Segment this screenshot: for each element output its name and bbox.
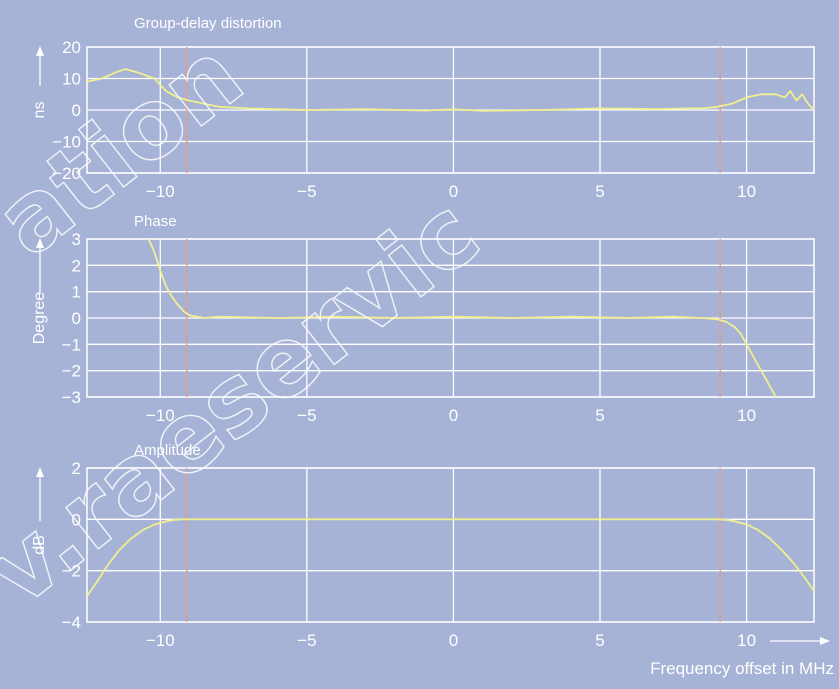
- x-tick-label: 5: [595, 406, 604, 425]
- x-tick-label: −5: [297, 631, 316, 650]
- y-tick-label: −4: [62, 613, 81, 632]
- x-tick-label: −5: [297, 182, 316, 201]
- x-tick-label: 0: [449, 182, 458, 201]
- y-tick-label: 20: [62, 38, 81, 57]
- y-axis-label: Degree: [31, 292, 48, 345]
- y-tick-label: −1: [62, 335, 81, 354]
- y-tick-label: 2: [72, 256, 81, 275]
- x-tick-label: 5: [595, 182, 604, 201]
- x-axis-label: Frequency offset in MHz: [650, 659, 834, 678]
- panel-title: Group-delay distortion: [134, 15, 282, 32]
- y-tick-label: 0: [72, 309, 81, 328]
- y-axis-label: ns: [31, 102, 48, 119]
- y-tick-label: −3: [62, 388, 81, 407]
- x-tick-label: 5: [595, 631, 604, 650]
- y-tick-label: −2: [62, 362, 81, 381]
- y-tick-label: 10: [62, 70, 81, 89]
- x-tick-label: 0: [449, 406, 458, 425]
- x-tick-label: 0: [449, 631, 458, 650]
- x-tick-label: 10: [737, 631, 756, 650]
- x-tick-label: 10: [737, 182, 756, 201]
- x-tick-label: −10: [146, 631, 175, 650]
- panel-title: Phase: [134, 213, 177, 230]
- y-tick-label: 1: [72, 283, 81, 302]
- x-tick-label: 10: [737, 406, 756, 425]
